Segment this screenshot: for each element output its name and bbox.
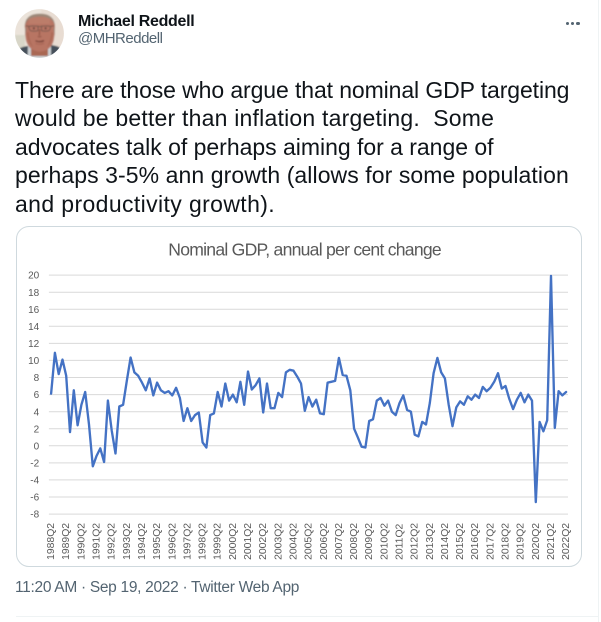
svg-text:1990Q2: 1990Q2: [76, 523, 87, 560]
svg-text:2018Q2: 2018Q2: [500, 523, 511, 560]
svg-text:1998Q2: 1998Q2: [197, 523, 208, 560]
svg-text:-6: -6: [30, 492, 39, 503]
svg-text:2009Q2: 2009Q2: [364, 523, 375, 560]
svg-text:2010Q2: 2010Q2: [379, 523, 390, 560]
svg-text:1993Q2: 1993Q2: [121, 523, 132, 560]
svg-text:2021Q2: 2021Q2: [546, 523, 557, 560]
svg-text:1996Q2: 1996Q2: [167, 523, 178, 560]
svg-text:1988Q2: 1988Q2: [46, 523, 57, 560]
svg-text:18: 18: [28, 288, 40, 299]
svg-text:1991Q2: 1991Q2: [91, 523, 102, 560]
svg-text:2006Q2: 2006Q2: [318, 523, 329, 560]
svg-text:1995Q2: 1995Q2: [152, 523, 163, 560]
svg-text:2007Q2: 2007Q2: [333, 523, 344, 560]
svg-text:14: 14: [28, 322, 40, 333]
svg-text:2014Q2: 2014Q2: [439, 523, 450, 560]
svg-text:2013Q2: 2013Q2: [424, 523, 435, 560]
svg-text:2012Q2: 2012Q2: [409, 523, 420, 560]
svg-text:2019Q2: 2019Q2: [515, 523, 526, 560]
svg-text:2020Q2: 2020Q2: [530, 523, 541, 560]
svg-text:2001Q2: 2001Q2: [243, 523, 254, 560]
svg-text:1992Q2: 1992Q2: [106, 523, 117, 560]
svg-text:2003Q2: 2003Q2: [273, 523, 284, 560]
svg-text:1997Q2: 1997Q2: [182, 523, 193, 560]
svg-text:2017Q2: 2017Q2: [485, 523, 496, 560]
svg-text:2015Q2: 2015Q2: [455, 523, 466, 560]
svg-text:0: 0: [33, 441, 39, 452]
svg-text:2008Q2: 2008Q2: [349, 523, 360, 560]
svg-text:16: 16: [28, 305, 40, 316]
svg-text:-8: -8: [30, 510, 39, 521]
svg-text:20: 20: [28, 271, 40, 282]
svg-text:1999Q2: 1999Q2: [212, 523, 223, 560]
svg-text:2022Q2: 2022Q2: [561, 523, 572, 560]
svg-text:8: 8: [33, 373, 39, 384]
svg-text:2002Q2: 2002Q2: [258, 523, 269, 560]
svg-text:-2: -2: [30, 458, 39, 469]
svg-text:2016Q2: 2016Q2: [470, 523, 481, 560]
svg-text:2000Q2: 2000Q2: [227, 523, 238, 560]
svg-text:6: 6: [33, 390, 39, 401]
svg-text:-4: -4: [30, 475, 39, 486]
svg-text:2004Q2: 2004Q2: [288, 523, 299, 560]
svg-text:2005Q2: 2005Q2: [303, 523, 314, 560]
svg-text:4: 4: [33, 407, 39, 418]
svg-text:10: 10: [28, 356, 40, 367]
svg-text:Nominal GDP, annual per cent c: Nominal GDP, annual per cent change: [168, 239, 441, 259]
svg-text:1989Q2: 1989Q2: [61, 523, 72, 560]
svg-text:2011Q2: 2011Q2: [394, 523, 405, 559]
svg-text:1994Q2: 1994Q2: [137, 523, 148, 560]
svg-text:12: 12: [28, 339, 40, 350]
svg-text:2: 2: [33, 424, 39, 435]
